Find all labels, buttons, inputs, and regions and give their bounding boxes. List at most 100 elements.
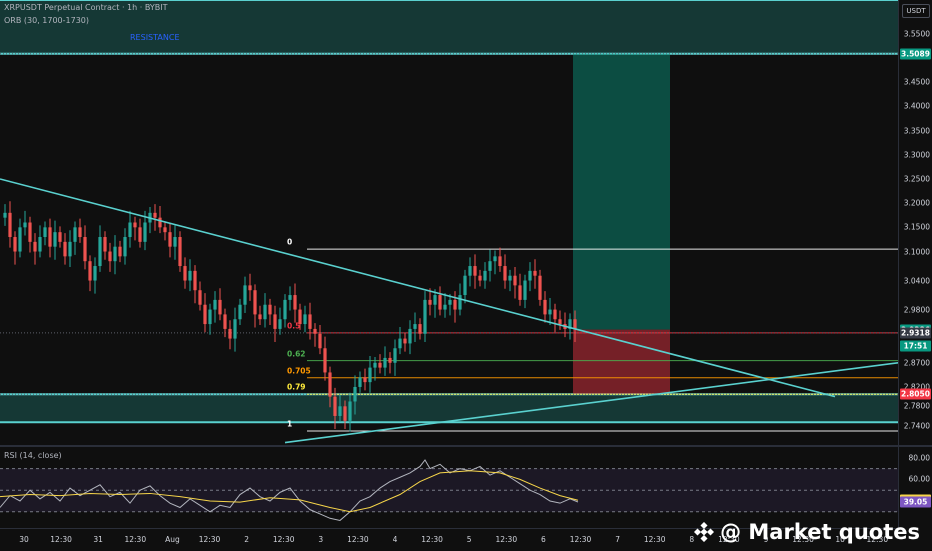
- candle: [113, 246, 117, 262]
- time-tick-label: 8: [689, 535, 695, 544]
- candle: [263, 304, 267, 320]
- candle: [358, 377, 362, 387]
- candle: [513, 275, 517, 286]
- candle: [248, 285, 252, 291]
- candle: [508, 275, 512, 281]
- candle: [203, 304, 207, 325]
- orb-indicator-legend: ORB (30, 1700-1730): [4, 16, 89, 25]
- price-tick-label: 2.8200: [903, 382, 930, 392]
- price-axis[interactable]: USDT 3.5500 3.4500 3.4000 3.3500 3.3000 3.250…: [898, 0, 932, 528]
- rsi-value-tag: 39.05: [900, 496, 931, 508]
- support-zone: [0, 394, 898, 423]
- time-tick-label: 2: [244, 535, 249, 544]
- candle: [473, 266, 477, 276]
- trendline-1: [284, 361, 898, 444]
- fib-level-label: 0: [287, 237, 293, 247]
- candle: [503, 266, 507, 281]
- time-tick-label: 12:30: [272, 535, 295, 544]
- candle: [168, 232, 172, 247]
- candle: [243, 285, 247, 305]
- fib-level-label: 1: [287, 419, 293, 429]
- rsi-band-fill: [0, 468, 898, 512]
- time-tick-label: 12:30: [421, 535, 443, 544]
- time-tick-label: 12:30: [792, 535, 814, 544]
- time-tick-label: 30: [19, 535, 29, 544]
- candle: [228, 328, 232, 339]
- candle: [23, 222, 27, 228]
- candle: [353, 386, 357, 402]
- candle: [128, 222, 132, 238]
- candle: [253, 290, 257, 315]
- candle: [548, 309, 552, 315]
- price-chart[interactable]: [0, 0, 898, 445]
- time-tick-label: 12:30: [569, 535, 592, 544]
- trendline-0: [0, 178, 836, 398]
- candle: [28, 222, 32, 242]
- candle: [283, 299, 287, 320]
- candle: [103, 237, 107, 252]
- candle: [498, 256, 502, 267]
- price-tick-label: 3.5500: [903, 29, 930, 39]
- candle: [543, 299, 547, 315]
- candle: [288, 295, 292, 300]
- time-tick-label: 7: [615, 535, 620, 544]
- candle: [98, 237, 102, 267]
- candle: [308, 314, 312, 329]
- candle: [448, 299, 452, 305]
- candle: [273, 314, 277, 329]
- candle: [383, 357, 387, 368]
- candle: [523, 280, 527, 300]
- price-chart-pane[interactable]: XRPUSDT Perpetual Contract · 1h · BYBIT …: [0, 0, 898, 445]
- candle: [193, 270, 197, 291]
- price-tick-label: 2.7800: [903, 401, 930, 411]
- candle: [223, 314, 227, 329]
- price-tag: 2.9318: [900, 327, 931, 339]
- candle: [558, 319, 562, 325]
- candle: [83, 237, 87, 262]
- candle: [188, 270, 192, 281]
- candle: [123, 237, 127, 257]
- candle: [173, 237, 177, 247]
- candle: [78, 227, 82, 238]
- rsi-chart[interactable]: [0, 447, 898, 528]
- candle: [368, 367, 372, 383]
- candle: [478, 275, 482, 281]
- candle: [453, 299, 457, 310]
- time-tick-label: 5: [466, 535, 472, 544]
- stop-loss-box: [573, 329, 670, 395]
- candle: [88, 261, 92, 281]
- candle: [333, 396, 337, 416]
- candle: [418, 324, 422, 334]
- candle: [408, 328, 412, 344]
- candle: [438, 295, 442, 310]
- price-tick-label: 3.0400: [903, 276, 930, 286]
- time-tick-label: 4: [392, 535, 398, 544]
- price-tick-label: 3.1500: [903, 222, 930, 232]
- rsi-legend: RSI (14, close): [4, 451, 62, 460]
- candle: [533, 270, 537, 276]
- price-tick-label: 3.1000: [903, 247, 930, 257]
- candle: [463, 275, 467, 296]
- pane-separator[interactable]: [0, 445, 932, 447]
- candle: [153, 212, 157, 218]
- time-tick-label: 12:30: [643, 535, 666, 544]
- candle: [343, 406, 347, 421]
- time-tick-label: 12:30: [718, 535, 740, 544]
- candle: [133, 222, 137, 228]
- candle: [468, 266, 472, 276]
- price-tick-label: 3.4500: [903, 77, 930, 87]
- candle: [208, 309, 212, 325]
- candle: [553, 309, 557, 320]
- candle: [63, 241, 67, 257]
- candle: [198, 290, 202, 305]
- currency-badge[interactable]: USDT: [902, 4, 930, 18]
- time-tick-label: 12:30: [866, 535, 889, 544]
- candle: [218, 299, 222, 315]
- candle: [388, 357, 392, 363]
- time-tick-label: 31: [93, 535, 103, 544]
- candle: [483, 270, 487, 281]
- time-axis[interactable]: 30 12:30 31 12:30 Aug 12:30 2 12:30 3 12:30 4 12:30…: [0, 528, 898, 551]
- candle: [328, 372, 332, 397]
- rsi-pane[interactable]: RSI (14, close): [0, 447, 898, 528]
- price-tick-label: 2.9800: [903, 305, 930, 315]
